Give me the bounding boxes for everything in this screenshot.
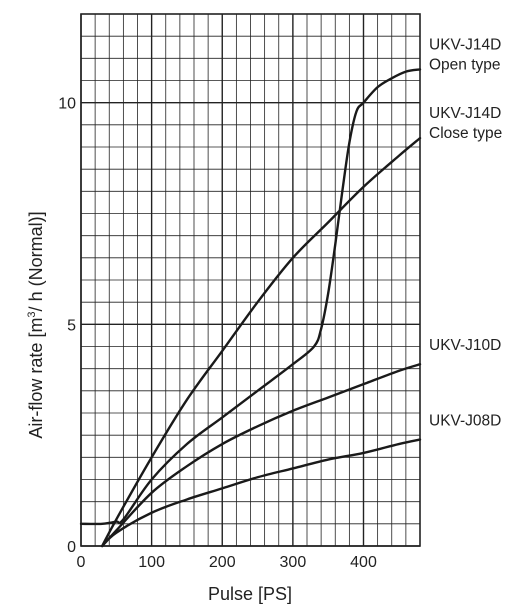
x-tick-label: 100 — [138, 554, 165, 571]
y-tick-label: 10 — [58, 96, 76, 113]
series-line-2 — [100, 363, 422, 548]
y-axis-title-main: Air-flow rate [m — [26, 318, 46, 439]
tick-labels: 0 100 200 300 400 0 5 10 — [58, 96, 377, 571]
series-label-1: UKV-J14D — [429, 105, 501, 122]
series-labels: UKV-J14D Open type UKV-J14D Close type UKV-J… — [429, 36, 502, 429]
y-axis-title: Air-flow rate [m3/ h (Normal)] — [26, 211, 46, 438]
plot-frame — [80, 13, 421, 547]
series-line-3 — [100, 438, 422, 548]
series-label-0: UKV-J14D — [429, 36, 501, 53]
series-label-0: Open type — [429, 56, 501, 73]
series-line-0 — [79, 68, 422, 526]
series-label-3: UKV-J08D — [429, 413, 501, 430]
y-axis-title-tail: / h (Normal)] — [26, 211, 46, 311]
x-tick-label: 0 — [77, 554, 86, 571]
series-lines — [79, 68, 422, 548]
y-tick-label: 0 — [67, 539, 76, 556]
y-tick-label: 5 — [67, 317, 76, 334]
series-label-1: Close type — [429, 125, 502, 142]
x-axis-title: Pulse [PS] — [208, 584, 292, 604]
series-label-2: UKV-J10D — [429, 337, 501, 354]
x-tick-label: 300 — [280, 554, 307, 571]
x-tick-label: 400 — [350, 554, 377, 571]
y-axis-title-sup: 3 — [26, 311, 38, 317]
x-tick-label: 200 — [209, 554, 236, 571]
grid — [80, 13, 421, 547]
series-line-1 — [100, 136, 422, 548]
